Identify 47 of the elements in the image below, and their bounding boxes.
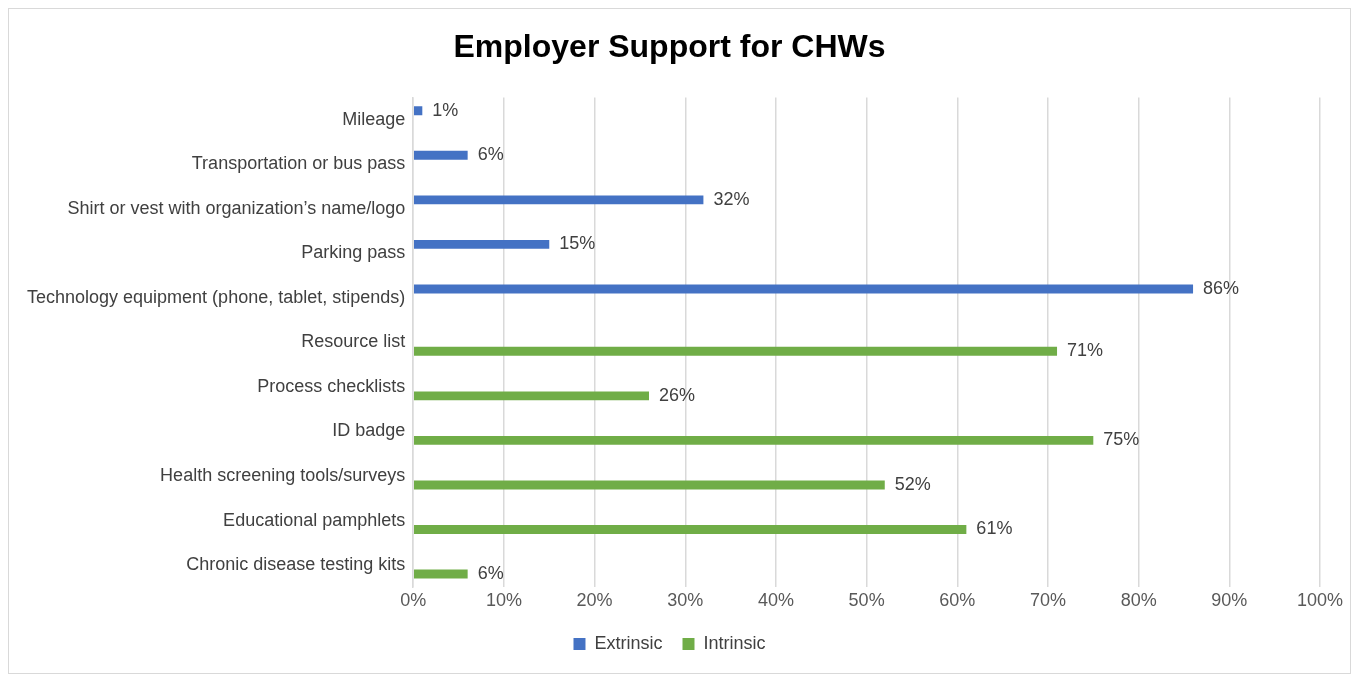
x-tick-label: 10% (485, 590, 522, 611)
bar (414, 239, 550, 249)
y-tick-label: Chronic disease testing kits (186, 554, 406, 575)
data-label: 86% (1203, 277, 1240, 298)
bar (414, 106, 423, 116)
y-tick-label: Shirt or vest with organization’s name/logo (67, 197, 406, 218)
y-tick-label: Process checklists (257, 375, 406, 396)
bar (414, 525, 967, 534)
data-label: 26% (659, 384, 696, 405)
data-label: 1% (432, 99, 459, 120)
y-tick-label: Mileage (342, 108, 406, 129)
data-label: 75% (1103, 429, 1140, 450)
bar (414, 569, 468, 579)
data-label: 52% (894, 473, 931, 494)
data-label: 15% (559, 233, 596, 254)
x-tick-label: 20% (576, 590, 613, 611)
x-tick-label: 60% (939, 590, 976, 611)
bar (414, 480, 885, 490)
y-tick-label: Educational pamphlets (223, 509, 406, 530)
x-tick-label: 90% (1211, 590, 1248, 611)
y-tick-label: Transportation or bus pass (191, 153, 406, 174)
x-tick-label: 100% (1296, 590, 1344, 611)
bar (414, 435, 1094, 445)
data-label: 71% (1067, 340, 1104, 361)
data-label: 6% (477, 563, 504, 584)
bar (414, 195, 704, 205)
legend-label: Intrinsic (703, 632, 766, 653)
x-tick-label: 30% (667, 590, 704, 611)
data-label: 6% (477, 144, 504, 165)
data-label: 61% (976, 518, 1013, 539)
bar (414, 346, 1058, 356)
chart-title: Employer Support for CHWs (453, 28, 886, 65)
y-tick-label: Technology equipment (phone, tablet, stipends) (27, 286, 406, 307)
y-tick-label: ID badge (332, 420, 406, 441)
x-tick-label: 40% (757, 590, 794, 611)
y-tick-label: Resource list (301, 331, 406, 352)
x-tick-label: 70% (1029, 590, 1066, 611)
bar (414, 284, 1194, 294)
y-tick-label: Health screening tools/surveys (160, 465, 406, 486)
bar (414, 391, 649, 401)
data-label: 32% (713, 188, 750, 209)
y-tick-label: Parking pass (301, 242, 406, 263)
bar (414, 150, 468, 160)
x-tick-label: 0% (400, 590, 427, 611)
x-tick-label: 50% (848, 590, 885, 611)
legend-label: Extrinsic (594, 632, 663, 653)
x-tick-label: 80% (1120, 590, 1157, 611)
